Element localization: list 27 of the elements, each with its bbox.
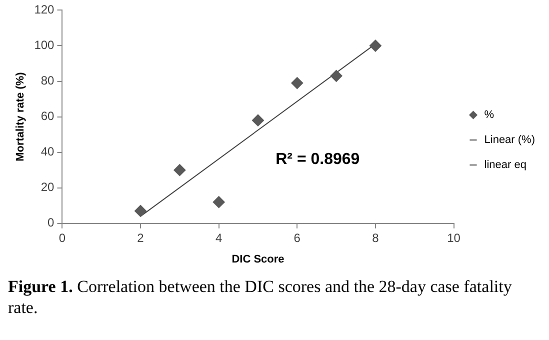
x-tick-label: 4	[215, 230, 222, 245]
y-tick-label: 0	[48, 216, 55, 230]
x-tick-label: 0	[58, 230, 66, 245]
x-axis-title: DIC Score	[232, 253, 284, 266]
point	[291, 77, 304, 90]
point	[330, 70, 342, 82]
text: Figure 1. Correlation between the DIC scores and the 28-day case fatality rate.	[8, 277, 512, 318]
point	[252, 114, 264, 126]
y-tick-label: 80	[40, 74, 55, 88]
x-tick-label: 10	[447, 230, 461, 245]
y-tick-label: 60	[40, 109, 55, 124]
legend-label: %	[484, 109, 494, 122]
y-axis-title: Mortality rate (%)	[14, 72, 27, 162]
legend-label: linear eq	[484, 159, 526, 172]
point	[174, 164, 186, 176]
y-tick-label: 40	[40, 144, 55, 159]
x-tick-label: 8	[372, 230, 380, 245]
x-tick-label: 2	[137, 230, 144, 245]
point	[212, 196, 225, 208]
legend-label: Linear (%)	[484, 134, 536, 146]
y-tick-label: 100	[34, 38, 55, 52]
x-tick-label: 6	[294, 230, 301, 245]
annotation: R² = 0.8969	[276, 150, 360, 168]
point	[369, 40, 382, 52]
point	[134, 204, 147, 217]
y-tick-label: 120	[34, 2, 55, 17]
y-tick-label: 20	[40, 180, 55, 194]
